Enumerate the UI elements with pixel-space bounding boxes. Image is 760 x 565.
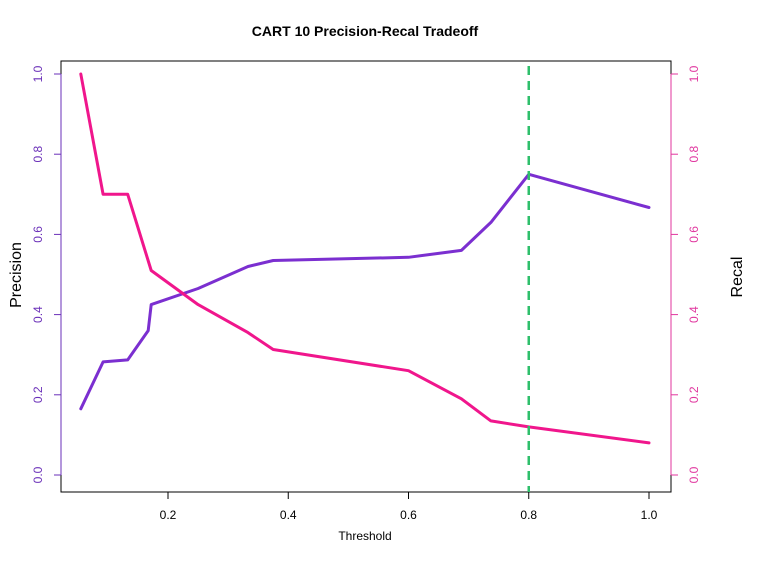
plot-frame <box>60 60 672 493</box>
precision-tick-label: 0.6 <box>31 226 45 243</box>
x-tick-label: 1.0 <box>641 508 658 522</box>
x-tick-label: 0.2 <box>160 508 177 522</box>
series-layer <box>79 66 651 492</box>
recall-axis-title: Recal <box>729 257 746 298</box>
recall-tick-label: 0.2 <box>687 386 701 403</box>
recall-tick-label: 0.0 <box>687 466 701 483</box>
x-tick-label: 0.4 <box>280 508 297 522</box>
recall-axis: 0.0 0.2 0.4 0.6 0.8 1.0 <box>670 65 701 483</box>
precision-line <box>79 172 651 411</box>
precision-axis: 0.0 0.2 0.4 0.6 0.8 1.0 <box>31 65 62 483</box>
precision-axis-title: Precision <box>8 242 25 308</box>
x-tick-label: 0.6 <box>400 508 417 522</box>
recall-line <box>79 72 651 445</box>
precision-tick-label: 1.0 <box>31 65 45 82</box>
precision-tick-label: 0.4 <box>31 306 45 323</box>
chart-title: CART 10 Precision-Recal Tradeoff <box>252 23 479 39</box>
x-tick-label: 0.8 <box>520 508 537 522</box>
precision-tick-label: 0.0 <box>31 466 45 483</box>
recall-tick-label: 1.0 <box>687 65 701 82</box>
precision-tick-label: 0.2 <box>31 386 45 403</box>
x-axis: 0.2 0.4 0.6 0.8 1.0 <box>160 491 658 522</box>
recall-tick-label: 0.8 <box>687 146 701 163</box>
recall-tick-label: 0.4 <box>687 306 701 323</box>
precision-tick-label: 0.8 <box>31 146 45 163</box>
recall-tick-label: 0.6 <box>687 226 701 243</box>
x-axis-title: Threshold <box>338 529 391 543</box>
